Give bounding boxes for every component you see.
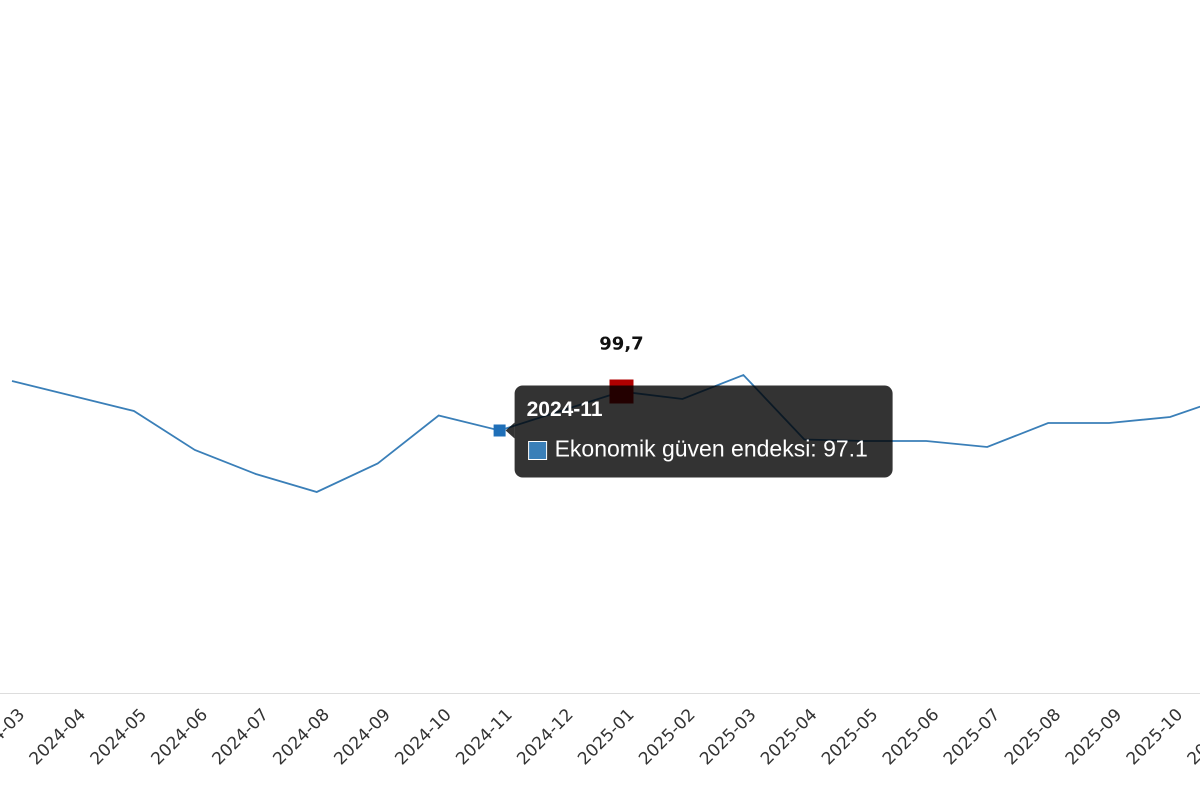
x-tick-label: 2025-08 xyxy=(1001,705,1065,769)
tooltip: 2024-11 Ekonomik güven endeksi: 97.1 xyxy=(505,385,893,478)
x-tick-label: 2024-05 xyxy=(87,705,151,769)
x-tick-label: 2024-11 xyxy=(452,705,516,769)
x-tick-label: 2024-09 xyxy=(330,705,394,769)
x-tick-label: 2024-10 xyxy=(391,705,455,769)
x-tick-label: 2025-05 xyxy=(818,705,882,769)
x-tick-label: 2024-03 xyxy=(0,705,29,769)
tooltip-swatch xyxy=(528,441,548,460)
x-tick-label: 2025-07 xyxy=(940,705,1004,769)
x-tick-label: 2025-04 xyxy=(757,705,821,769)
tooltip-title: 2024-11 xyxy=(527,398,603,421)
x-tick-label: 2024-06 xyxy=(148,705,212,769)
x-tick-label: 2024-12 xyxy=(513,705,577,769)
tooltip-caret xyxy=(505,422,515,439)
x-tick-label: 2024-07 xyxy=(209,705,273,769)
hover-marker xyxy=(493,424,506,437)
x-tick-label: 2025-11 xyxy=(1184,705,1200,769)
x-tick-label: 2024-08 xyxy=(269,705,333,769)
x-tick-label: 2025-10 xyxy=(1123,705,1187,769)
x-tick-label: 2025-02 xyxy=(635,705,699,769)
value-label: 99,7 xyxy=(599,334,643,355)
x-tick-label: 2024-04 xyxy=(26,705,90,769)
tooltip-text: Ekonomik güven endeksi: 97.1 xyxy=(555,436,868,462)
x-tick-label: 2025-06 xyxy=(879,705,943,769)
x-tick-label: 2025-09 xyxy=(1062,705,1126,769)
tooltip-box xyxy=(514,385,893,478)
x-tick-label: 2025-01 xyxy=(574,705,638,769)
x-tick-label: 2025-03 xyxy=(696,705,760,769)
